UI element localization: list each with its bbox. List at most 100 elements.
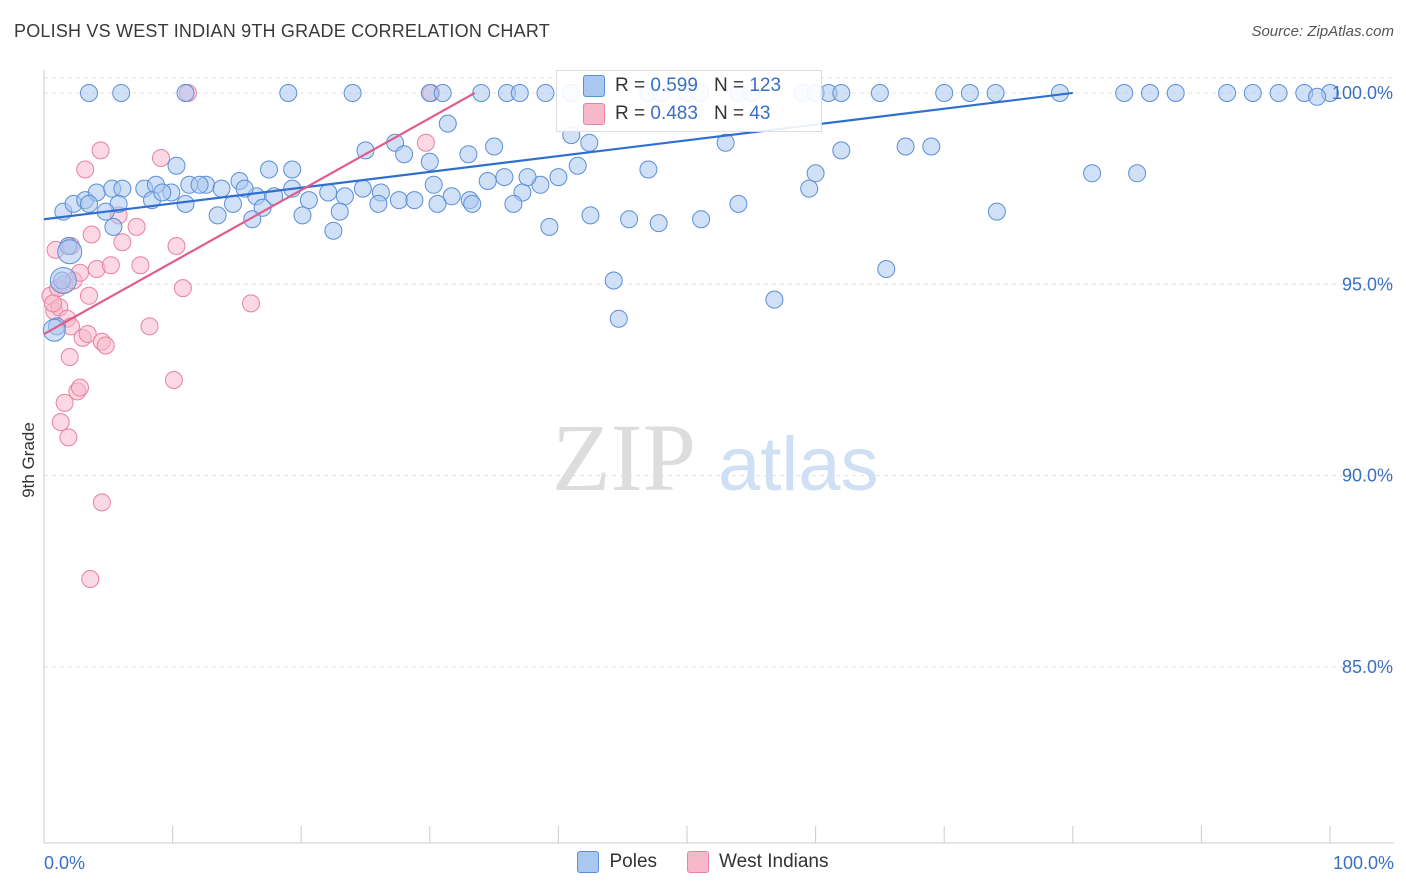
data-point [495, 168, 514, 187]
data-point [472, 84, 491, 102]
wi-r-value: 0.483 [650, 103, 698, 124]
x-ticks [43, 826, 1331, 843]
y-axis-label: 9th Grade [19, 422, 38, 498]
data-point [299, 191, 318, 210]
stats-swatch-west-indians [583, 103, 605, 125]
data-point [101, 256, 120, 275]
wi-n-label: N = [713, 103, 745, 124]
data-point [60, 348, 79, 366]
axes [43, 70, 1394, 844]
data-point [80, 194, 98, 213]
data-point [80, 84, 98, 102]
watermark-zip: ZIP [552, 404, 696, 511]
data-point [405, 191, 424, 210]
data-point [832, 141, 851, 160]
data-point [235, 179, 254, 198]
data-point [1141, 84, 1159, 102]
data-point [581, 206, 600, 225]
series-west-indians [41, 84, 441, 588]
data-point [131, 256, 150, 275]
data-point [987, 202, 1006, 221]
data-point [140, 317, 159, 336]
stats-swatch-poles [583, 75, 605, 97]
y-tick-label: 100.0% [1332, 83, 1393, 103]
data-point [176, 84, 195, 102]
data-point [604, 271, 623, 290]
poles-n-label: N = [713, 75, 745, 96]
data-point [59, 428, 78, 447]
data-point [438, 114, 457, 133]
data-point [395, 145, 414, 164]
stats-row-poles: R = 0.599 N = 123 [583, 75, 781, 97]
data-point [152, 149, 170, 167]
data-point [283, 160, 302, 179]
legend-item-poles[interactable]: Poles [577, 851, 657, 873]
trend-line-west-indians [43, 92, 476, 336]
wi-n-value: 43 [749, 103, 771, 124]
data-point [51, 413, 70, 432]
grid-lines [44, 77, 1394, 668]
data-point [510, 84, 529, 102]
source-label: Source: ZipAtlas.com [1251, 23, 1394, 40]
trend-line-poles [43, 91, 1073, 221]
y-tick-label: 85.0% [1342, 657, 1393, 677]
data-point [580, 133, 599, 152]
data-point [389, 191, 408, 210]
data-point [293, 206, 312, 225]
stats-box: R = 0.599 N = 123 R = 0.483 N = 43 [556, 70, 822, 132]
y-tick-label: 90.0% [1342, 466, 1393, 486]
data-point [1083, 164, 1102, 183]
data-point [463, 194, 482, 213]
data-point [478, 172, 497, 190]
data-point [692, 210, 711, 229]
data-point [279, 84, 298, 102]
data-point [896, 137, 915, 156]
data-point [442, 187, 461, 206]
data-point [113, 179, 132, 198]
data-point [639, 160, 658, 179]
watermark-atlas: atlas [718, 422, 879, 507]
stats-row-west-indians: R = 0.483 N = 43 [583, 103, 771, 125]
y-tick-label: 95.0% [1342, 274, 1393, 294]
data-point [609, 309, 628, 328]
data-point-large [57, 239, 83, 265]
data-point [986, 84, 1005, 102]
legend-swatch-poles [577, 851, 600, 873]
data-point [1243, 84, 1262, 102]
data-point [96, 336, 115, 355]
chart-title: POLISH VS WEST INDIAN 9TH GRADE CORRELAT… [14, 21, 550, 41]
data-point [428, 194, 447, 213]
legend-item-west-indians[interactable]: West Indians [687, 851, 829, 873]
trend-lines [43, 91, 1073, 336]
data-point [343, 84, 362, 102]
data-point [81, 570, 100, 588]
data-point [922, 137, 941, 156]
data-point [1308, 87, 1327, 106]
data-point [960, 84, 979, 102]
data-point [176, 194, 195, 213]
data-point [459, 145, 478, 164]
data-point [416, 133, 435, 152]
data-point [518, 168, 537, 187]
data-point [82, 225, 101, 244]
data-point [224, 194, 242, 213]
data-point [540, 217, 559, 236]
data-point [536, 84, 555, 102]
data-point [1166, 84, 1185, 102]
data-point [324, 221, 343, 240]
data-point [485, 137, 504, 156]
data-point [112, 84, 131, 102]
data-point [806, 164, 825, 183]
data-point [91, 141, 110, 160]
legend-swatch-west-indians [687, 851, 710, 873]
wi-r-label: R = [615, 103, 646, 124]
data-point [433, 84, 452, 102]
data-point [504, 194, 523, 213]
data-point [173, 279, 192, 298]
legend: Poles West Indians [0, 851, 1406, 873]
data-point [568, 156, 587, 175]
data-point [71, 378, 89, 397]
data-point [208, 206, 227, 225]
data-point [127, 217, 146, 236]
